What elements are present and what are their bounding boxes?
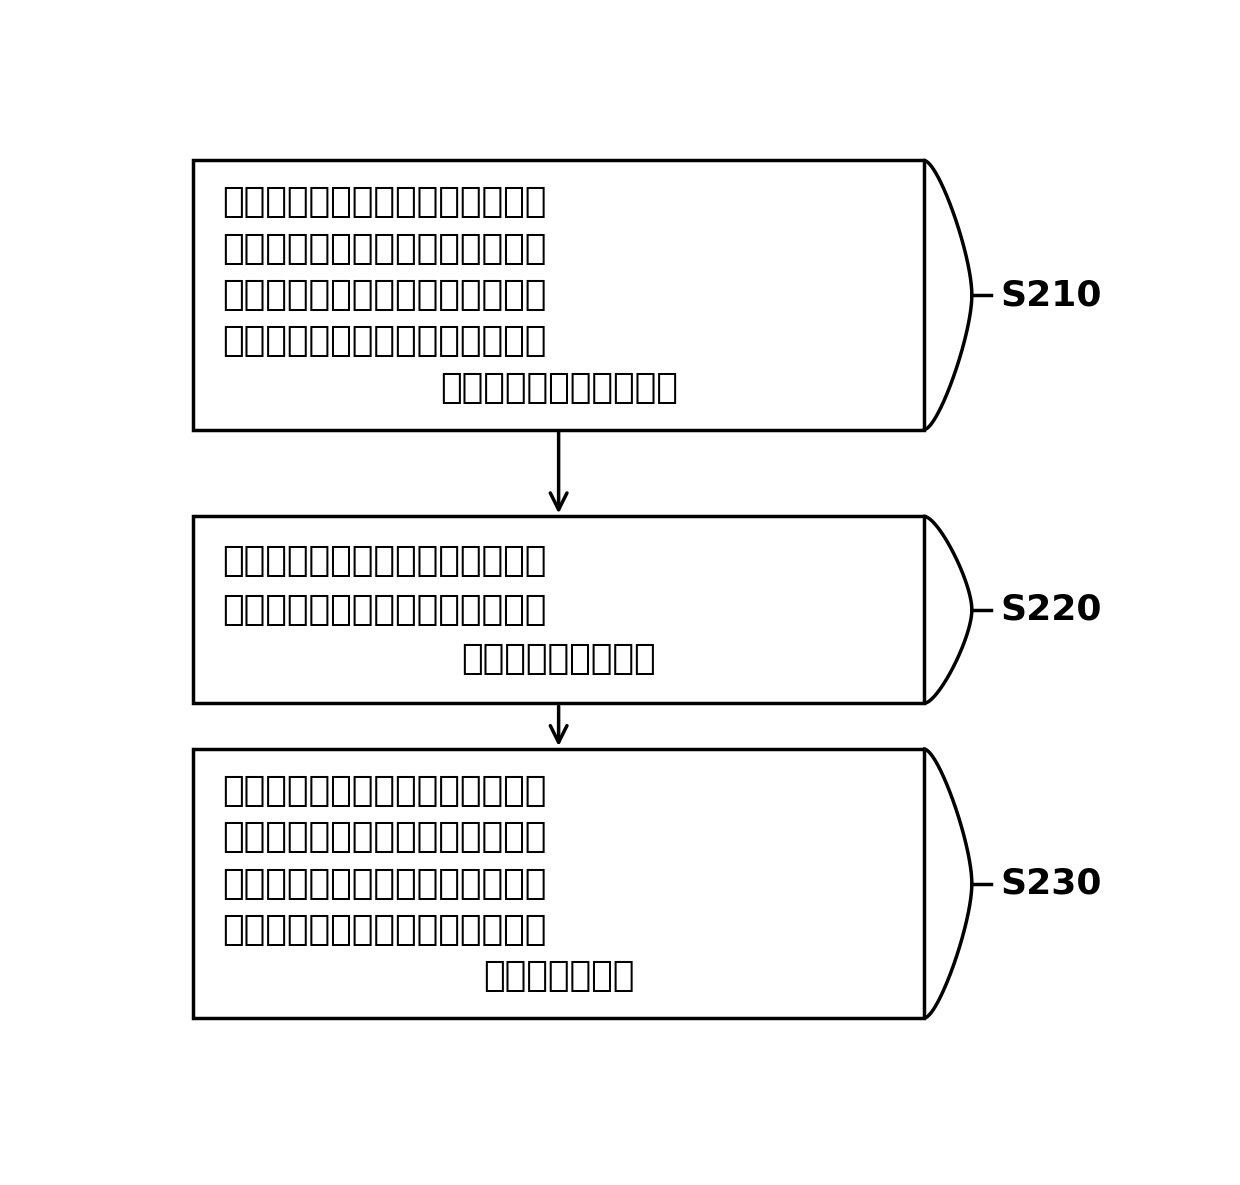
Text: 根据子微网的单独优化结果，对多: 根据子微网的单独优化结果，对多 [222, 544, 547, 577]
Text: S210: S210 [1001, 278, 1102, 312]
Text: 方式，在满足所述整体优化结果的: 方式，在满足所述整体优化结果的 [222, 866, 547, 901]
Text: 优化方法和所述功率交互成本计算: 优化方法和所述功率交互成本计算 [222, 820, 547, 854]
Text: S230: S230 [1001, 866, 1102, 901]
Text: S220: S220 [1001, 592, 1102, 627]
Text: 以获得整体优化结果: 以获得整体优化结果 [461, 642, 656, 677]
Text: 网的功率缺额与盈余信息: 网的功率缺额与盈余信息 [440, 371, 677, 405]
Text: 行运行成本的优化，以获得各个所: 行运行成本的优化，以获得各个所 [222, 231, 547, 265]
FancyBboxPatch shape [193, 749, 924, 1018]
Text: 述子微网的单独优化结果包括子微: 述子微网的单独优化结果包括子微 [222, 325, 547, 358]
Text: 率进行重新优化: 率进行重新优化 [482, 960, 635, 993]
Text: 对子微网调度层内各子微网单独进: 对子微网调度层内各子微网单独进 [222, 185, 547, 219]
Text: 根据所述整体优化结果、高维目标: 根据所述整体优化结果、高维目标 [222, 774, 547, 808]
Text: 述子微网的单独优化结果，所述所: 述子微网的单独优化结果，所述所 [222, 278, 547, 312]
FancyBboxPatch shape [193, 517, 924, 704]
FancyBboxPatch shape [193, 160, 924, 430]
Text: 同时对多微网系统的各个子微网功: 同时对多微网系统的各个子微网功 [222, 912, 547, 947]
Text: 微网调度层的整体运行成本优化，: 微网调度层的整体运行成本优化， [222, 592, 547, 627]
